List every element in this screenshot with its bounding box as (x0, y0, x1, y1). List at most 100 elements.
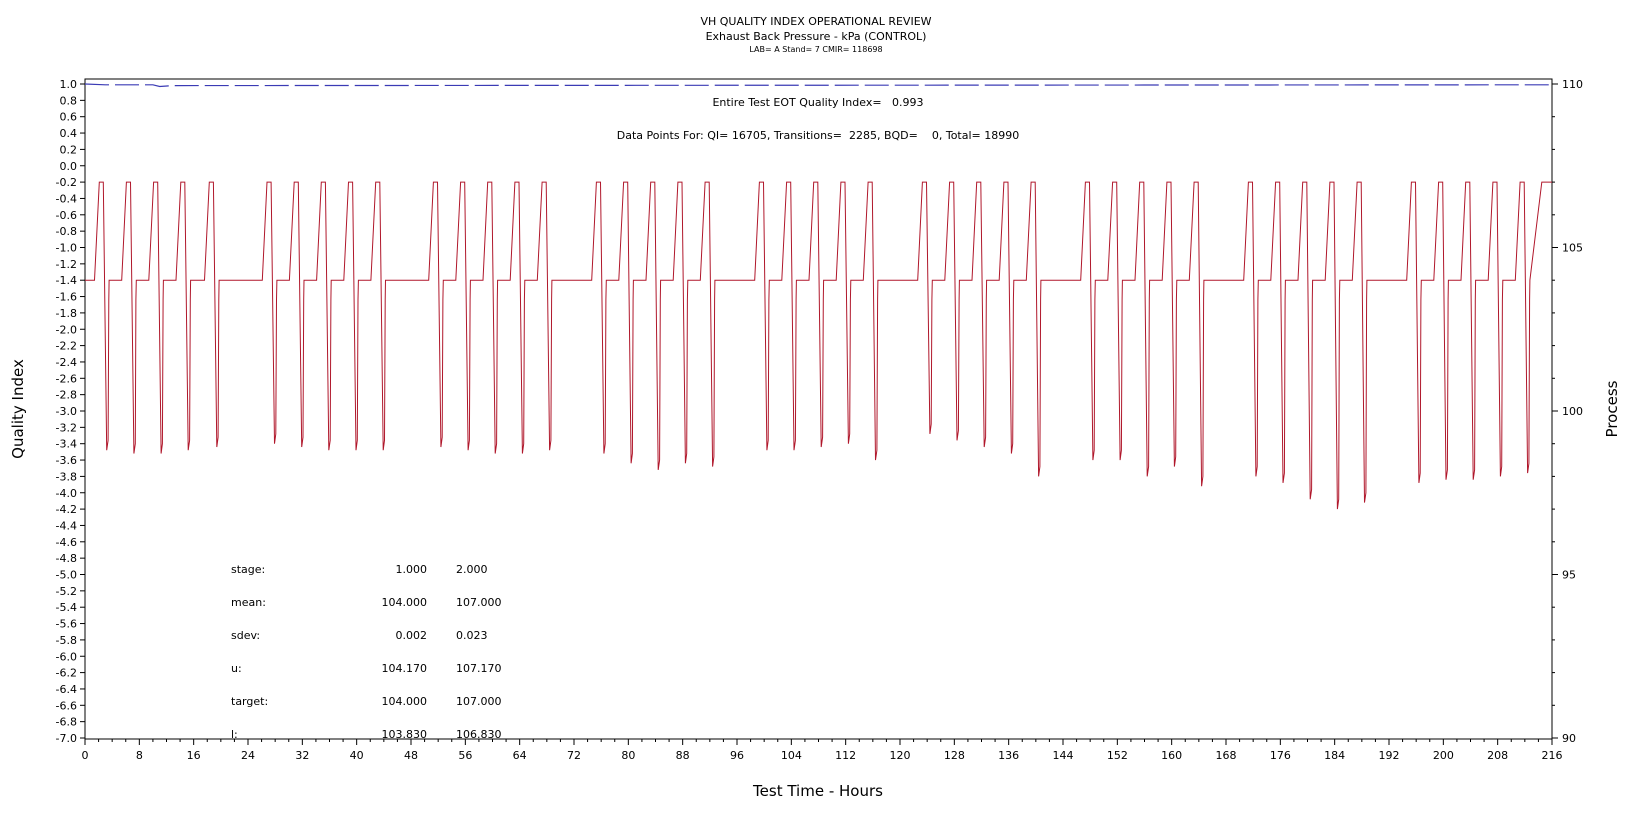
y-tick-label: -1.2 (56, 258, 77, 271)
process-trace (85, 181, 1552, 510)
y2-tick-label: 90 (1562, 732, 1576, 745)
y-tick-label: -5.4 (56, 601, 77, 614)
y-tick-label: -2.6 (56, 372, 77, 385)
x-tick-label: 192 (1379, 749, 1400, 762)
chart-subtitle-lab: LAB= A Stand= 7 CMIR= 118698 (749, 45, 882, 54)
y-tick-label: -3.6 (56, 454, 77, 467)
stats-stage1-value: 1.000 (396, 563, 428, 576)
x-tick-label: 200 (1433, 749, 1454, 762)
y-axis-ticks: 1.0 0.8 0.6 0.4 0.2 0.0 -0.2 -0.4 -0.6 -0.8 -1.0 -1… (56, 78, 85, 745)
y-tick-label: 1.0 (60, 78, 78, 91)
x-axis-label: Test Time - Hours (752, 782, 883, 800)
x-tick-label: 88 (676, 749, 690, 762)
stats-stage2-value: 107.170 (456, 662, 502, 675)
y2-tick-label: 110 (1562, 78, 1583, 91)
stats-row-label: u: (231, 662, 242, 675)
y2-axis-label: Process (1603, 380, 1621, 437)
y-tick-label: -3.0 (56, 405, 77, 418)
y-tick-label: -4.2 (56, 503, 77, 516)
x-tick-label: 184 (1324, 749, 1345, 762)
y-tick-label: -6.2 (56, 667, 77, 680)
stats-row-label: sdev: (231, 629, 260, 642)
x-tick-label: 208 (1487, 749, 1508, 762)
y-tick-label: -6.8 (56, 716, 77, 729)
stats-stage1-value: 104.000 (382, 596, 428, 609)
x-tick-label: 16 (187, 749, 201, 762)
y2-axis-ticks: 110 105 100 95 90 (1552, 78, 1583, 745)
x-tick-label: 144 (1053, 749, 1074, 762)
y-tick-label: -6.6 (56, 699, 77, 712)
y-tick-label: -1.6 (56, 291, 77, 304)
x-tick-label: 40 (350, 749, 364, 762)
y-tick-label: -6.0 (56, 650, 77, 663)
y-tick-label: 0.8 (60, 94, 78, 107)
x-tick-label: 0 (82, 749, 89, 762)
stats-stage2-value: 107.000 (456, 596, 502, 609)
x-tick-label: 112 (835, 749, 856, 762)
y-tick-label: -0.8 (56, 225, 77, 238)
y-tick-label: -0.6 (56, 209, 77, 222)
y-tick-label: -4.4 (56, 519, 77, 532)
y2-tick-label: 95 (1562, 569, 1576, 582)
y-tick-label: -0.4 (56, 192, 77, 205)
stats-stage2-value: 2.000 (456, 563, 488, 576)
stats-stage1-value: 104.170 (382, 662, 428, 675)
chart-title: VH QUALITY INDEX OPERATIONAL REVIEW (700, 15, 931, 28)
stats-row-label: stage: (231, 563, 265, 576)
y-tick-label: -6.4 (56, 683, 77, 696)
y-axis-label: Quality Index (9, 359, 27, 459)
series-group (84, 83, 1553, 510)
stats-stage2-value: 0.023 (456, 629, 488, 642)
x-tick-label: 56 (458, 749, 472, 762)
stats-stage2-value: 106.830 (456, 728, 502, 741)
y-tick-label: -4.8 (56, 552, 77, 565)
chart-subtitle: Exhaust Back Pressure - kPa (CONTROL) (706, 30, 927, 43)
stats-row-label: mean: (231, 596, 266, 609)
x-tick-label: 128 (944, 749, 965, 762)
stats-table: stage: 1.000 2.000 mean: 104.000 107.000 sdev:… (231, 563, 502, 741)
y-tick-label: 0.0 (60, 160, 78, 173)
x-tick-label: 8 (136, 749, 143, 762)
y-tick-label: -0.2 (56, 176, 77, 189)
y-tick-label: -5.6 (56, 618, 77, 631)
x-tick-label: 72 (567, 749, 581, 762)
y2-tick-label: 100 (1562, 405, 1583, 418)
x-tick-label: 48 (404, 749, 418, 762)
eot-quality-index-label: Entire Test EOT Quality Index= 0.993 (712, 96, 923, 109)
stats-stage2-value: 107.000 (456, 695, 502, 708)
y-tick-label: -2.4 (56, 356, 77, 369)
x-tick-label: 216 (1542, 749, 1563, 762)
x-tick-label: 80 (621, 749, 635, 762)
y-tick-label: -4.6 (56, 536, 77, 549)
x-tick-label: 64 (513, 749, 527, 762)
y-tick-label: -2.0 (56, 323, 77, 336)
stats-row-label: l: (231, 728, 238, 741)
x-tick-label: 160 (1161, 749, 1182, 762)
y-tick-label: -1.0 (56, 242, 77, 255)
x-tick-label: 32 (295, 749, 309, 762)
y-tick-label: -5.8 (56, 634, 77, 647)
y-tick-label: -3.4 (56, 438, 77, 451)
x-tick-label: 24 (241, 749, 255, 762)
stats-stage1-value: 103.830 (382, 728, 428, 741)
y2-tick-label: 105 (1562, 242, 1583, 255)
y-tick-label: -3.8 (56, 470, 77, 483)
y-tick-label: 0.4 (60, 127, 78, 140)
x-tick-label: 168 (1216, 749, 1237, 762)
y-tick-label: 0.6 (60, 111, 78, 124)
x-tick-label: 176 (1270, 749, 1291, 762)
stats-stage1-value: 104.000 (382, 695, 428, 708)
y-tick-label: -5.0 (56, 569, 77, 582)
y-tick-label: -3.2 (56, 421, 77, 434)
x-tick-label: 152 (1107, 749, 1128, 762)
stats-stage1-value: 0.002 (396, 629, 428, 642)
y-tick-label: 0.2 (60, 143, 78, 156)
data-points-label: Data Points For: QI= 16705, Transitions=… (617, 129, 1020, 142)
y-tick-label: -2.8 (56, 389, 77, 402)
x-tick-label: 120 (890, 749, 911, 762)
y-tick-label: -1.4 (56, 274, 77, 287)
y-tick-label: -2.2 (56, 340, 77, 353)
stats-row-label: target: (231, 695, 268, 708)
y-tick-label: -5.2 (56, 585, 77, 598)
